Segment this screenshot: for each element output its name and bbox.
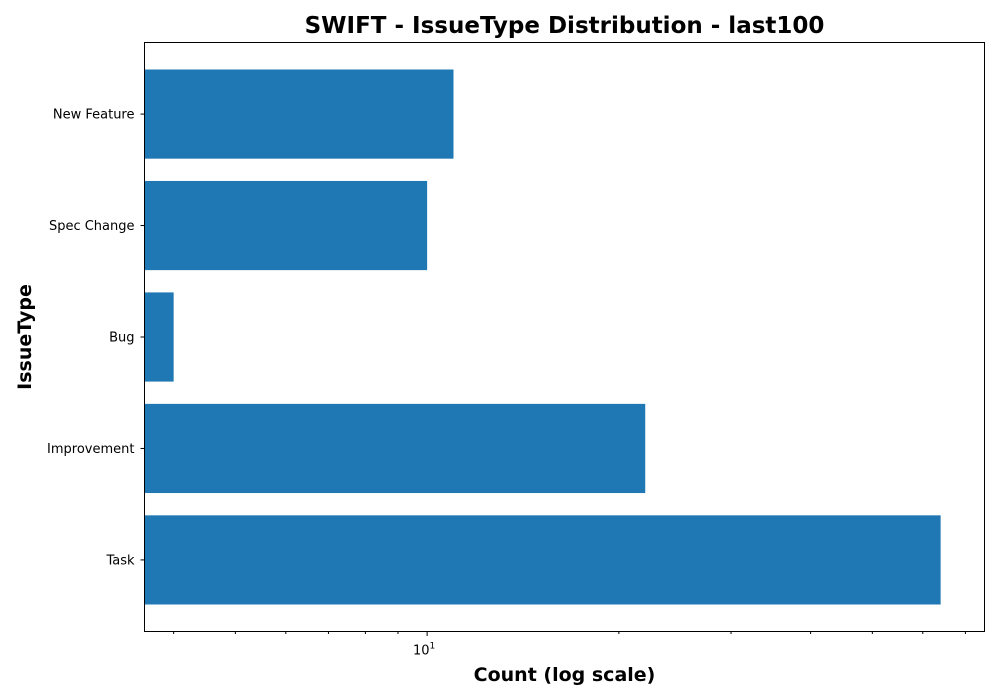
y-tick-label: New Feature xyxy=(53,108,135,123)
y-tick-label: Bug xyxy=(109,331,134,346)
y-axis-label: IssueType xyxy=(14,284,36,390)
bar-new-feature xyxy=(144,69,454,159)
bar-task xyxy=(144,515,941,605)
bar-spec-change xyxy=(144,180,428,271)
x-tick-label: 101 xyxy=(413,642,435,659)
y-tick-label: Improvement xyxy=(47,442,134,457)
y-axis: Task Improvement Bug Spec Change New Feature xyxy=(47,108,145,568)
x-axis-label: Count (log scale) xyxy=(474,664,656,686)
y-tick-label: Spec Change xyxy=(49,219,135,234)
chart-title: SWIFT - IssueType Distribution - last100 xyxy=(305,13,825,39)
bars-group xyxy=(144,69,941,605)
x-axis: 101 xyxy=(173,631,966,659)
bar-bug xyxy=(144,292,174,382)
bar-improvement xyxy=(144,403,646,494)
y-tick-label: Task xyxy=(105,553,135,568)
